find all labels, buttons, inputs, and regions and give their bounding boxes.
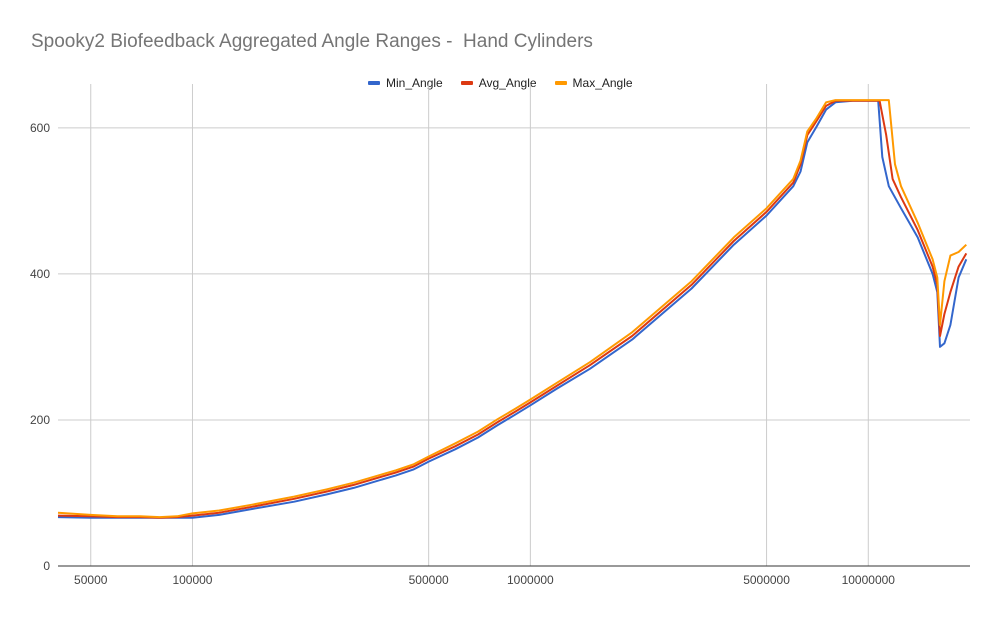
y-tick-label: 0 <box>43 559 50 573</box>
legend-item-avg-angle[interactable]: Avg_Angle <box>460 76 537 90</box>
y-tick-label: 400 <box>30 267 50 281</box>
legend-swatch-max-angle <box>554 81 567 85</box>
y-tick-label: 200 <box>30 413 50 427</box>
legend-swatch-avg-angle <box>460 81 473 85</box>
x-tick-label: 1000000 <box>507 573 554 587</box>
tick-labels: 0 200 400 600 50000 100000 500000 1000000 500000… <box>30 121 895 587</box>
legend-item-max-angle[interactable]: Max_Angle <box>554 76 633 90</box>
series-lines <box>57 99 968 519</box>
x-tick-label: 100000 <box>172 573 212 587</box>
x-tick-label: 10000000 <box>842 573 896 587</box>
series-line-max-angle <box>57 99 967 519</box>
y-tick-label: 600 <box>30 121 50 135</box>
legend-label-max-angle: Max_Angle <box>572 76 633 90</box>
x-tick-label: 500000 <box>409 573 449 587</box>
chart-title: Spooky2 Biofeedback Aggregated Angle Ran… <box>31 31 593 52</box>
legend-label-avg-angle: Avg_Angle <box>478 76 537 90</box>
grid-lines <box>58 84 970 566</box>
x-tick-label: 5000000 <box>743 573 790 587</box>
legend-swatch-min-angle <box>368 81 380 85</box>
x-tick-label: 50000 <box>74 573 108 587</box>
series-line-min-angle <box>57 99 968 519</box>
series-line-avg-angle <box>57 99 968 519</box>
